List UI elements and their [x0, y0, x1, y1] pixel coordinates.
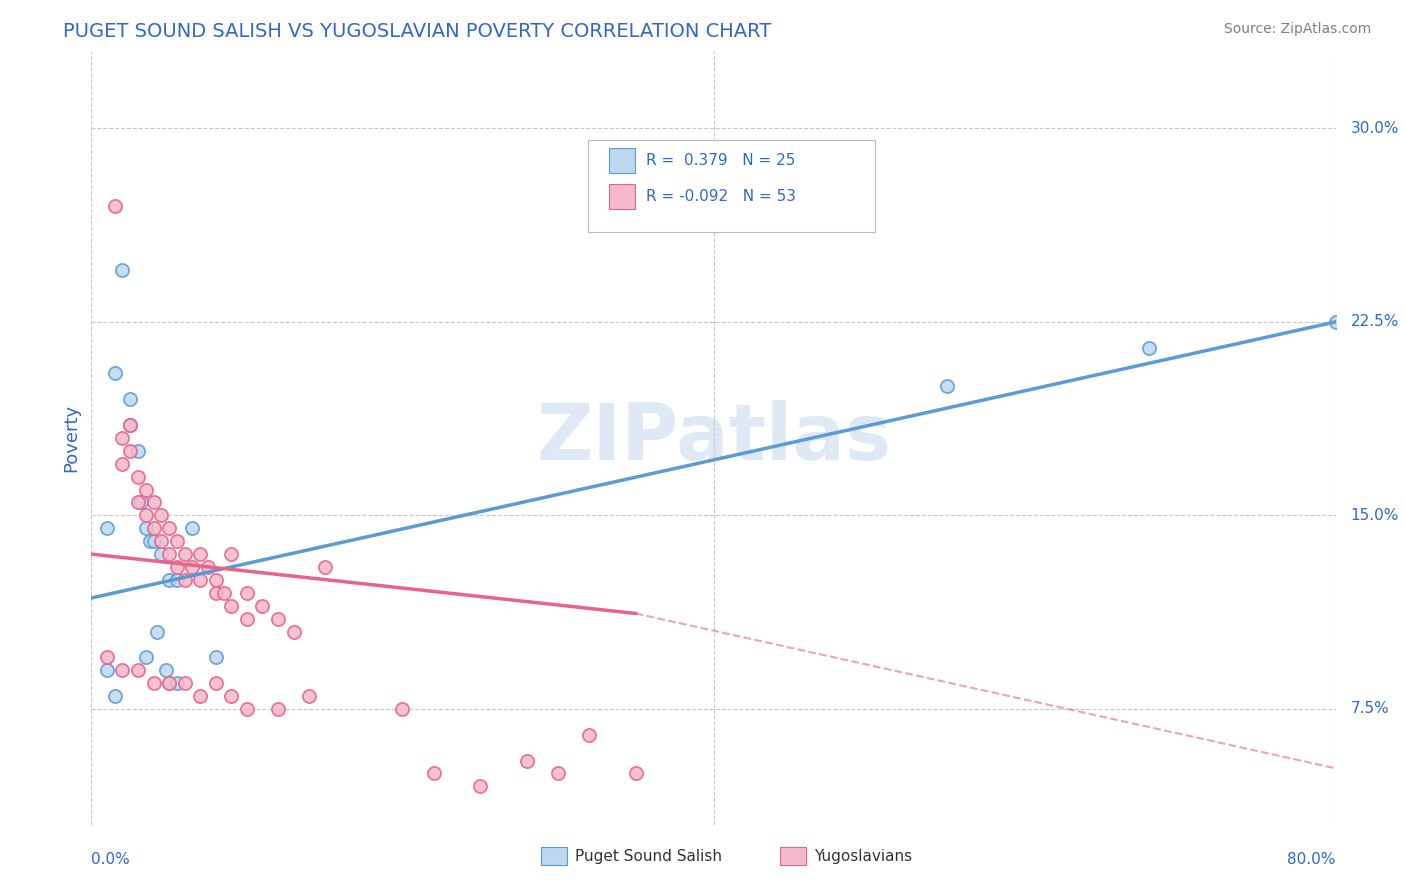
Point	[157, 676, 180, 690]
Point	[111, 457, 134, 471]
Point	[120, 418, 142, 433]
Point	[142, 534, 165, 549]
Point	[96, 650, 118, 665]
Point	[173, 676, 195, 690]
Point	[624, 766, 647, 780]
Text: Puget Sound Salish: Puget Sound Salish	[575, 849, 723, 863]
Point	[205, 573, 228, 587]
Point	[236, 702, 259, 716]
Point	[150, 534, 173, 549]
Point	[221, 689, 243, 703]
Text: 30.0%: 30.0%	[1351, 120, 1399, 136]
Point	[188, 547, 211, 561]
Point	[1137, 341, 1160, 355]
Y-axis label: Poverty: Poverty	[62, 404, 80, 472]
Point	[212, 586, 235, 600]
Point	[197, 560, 219, 574]
Point	[188, 573, 211, 587]
Point	[120, 443, 142, 458]
Point	[205, 586, 228, 600]
Point	[166, 560, 188, 574]
Point	[166, 676, 188, 690]
Text: PUGET SOUND SALISH VS YUGOSLAVIAN POVERTY CORRELATION CHART: PUGET SOUND SALISH VS YUGOSLAVIAN POVERT…	[63, 22, 772, 41]
Point	[120, 392, 142, 407]
Point	[145, 624, 167, 639]
Point	[111, 263, 134, 277]
Text: 0.0%: 0.0%	[91, 852, 131, 867]
Point	[221, 547, 243, 561]
Point	[188, 689, 211, 703]
Point	[150, 508, 173, 523]
Text: Yugoslavians: Yugoslavians	[814, 849, 912, 863]
Point	[205, 676, 228, 690]
Point	[139, 534, 162, 549]
Point	[142, 676, 165, 690]
Point	[236, 612, 259, 626]
Point	[157, 573, 180, 587]
Point	[96, 663, 118, 677]
Point	[221, 599, 243, 613]
Point	[129, 495, 152, 509]
Point	[104, 367, 127, 381]
Point	[547, 766, 569, 780]
Text: 7.5%: 7.5%	[1351, 701, 1389, 716]
Point	[111, 663, 134, 677]
Point	[135, 508, 157, 523]
Point	[166, 534, 188, 549]
Point	[935, 379, 957, 393]
Point	[252, 599, 274, 613]
Point	[422, 766, 444, 780]
Point	[298, 689, 321, 703]
Point	[283, 624, 305, 639]
Point	[391, 702, 413, 716]
Point	[120, 418, 142, 433]
Point	[470, 780, 492, 794]
Point	[173, 547, 195, 561]
Point	[150, 547, 173, 561]
Point	[127, 495, 149, 509]
Point	[205, 650, 228, 665]
Point	[135, 521, 157, 535]
Point	[578, 728, 600, 742]
Text: ZIPatlas: ZIPatlas	[536, 400, 891, 476]
Point	[104, 199, 127, 213]
Point	[127, 443, 149, 458]
Point	[181, 521, 204, 535]
Point	[127, 663, 149, 677]
Point	[104, 689, 127, 703]
Text: R = -0.092   N = 53: R = -0.092 N = 53	[645, 189, 796, 204]
Point	[142, 521, 165, 535]
Point	[236, 586, 259, 600]
Point	[314, 560, 336, 574]
Point	[166, 573, 188, 587]
Point	[267, 702, 290, 716]
Point	[96, 521, 118, 535]
Point	[155, 663, 177, 677]
Point	[516, 754, 538, 768]
Text: 15.0%: 15.0%	[1351, 508, 1399, 523]
Point	[1324, 315, 1347, 329]
Point	[157, 676, 180, 690]
Point	[111, 431, 134, 445]
Point	[127, 469, 149, 483]
Point	[267, 612, 290, 626]
Text: 80.0%: 80.0%	[1288, 852, 1336, 867]
Point	[157, 547, 180, 561]
Point	[173, 573, 195, 587]
Point	[135, 650, 157, 665]
Point	[157, 521, 180, 535]
Text: 22.5%: 22.5%	[1351, 314, 1399, 329]
Point	[142, 495, 165, 509]
Point	[181, 560, 204, 574]
Text: Source: ZipAtlas.com: Source: ZipAtlas.com	[1223, 22, 1371, 37]
Point	[135, 483, 157, 497]
Text: R =  0.379   N = 25: R = 0.379 N = 25	[645, 153, 796, 169]
